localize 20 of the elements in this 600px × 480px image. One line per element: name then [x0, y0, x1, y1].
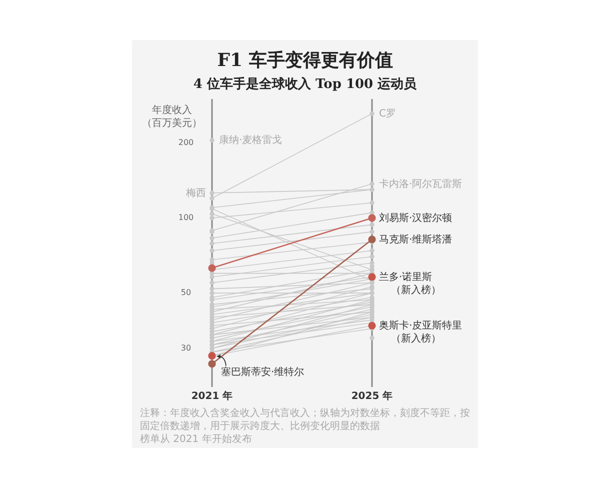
- series-label: 梅西: [185, 186, 206, 199]
- series-label: 马克斯·维斯塔潘: [379, 233, 452, 246]
- text: 榜单从 2021 年开始发布: [140, 433, 252, 445]
- y-axis-title: 年度收入（百万美元）: [142, 104, 202, 129]
- y-tick-label: 100: [178, 213, 194, 222]
- series-label: 塞巴斯蒂安·维特尔: [221, 366, 304, 378]
- series-label: 刘易斯·汉密尔顿: [379, 212, 452, 224]
- x-tick-label: 2025 年: [351, 390, 393, 402]
- chart-subtitle: 4 位车手是全球收入 Top 100 运动员: [193, 76, 418, 92]
- y-tick-label: 50: [180, 288, 192, 298]
- series-label: 兰多·诺里斯（新入榜）: [379, 270, 441, 296]
- series-label: 奥斯卡·皮亚斯特里（新入榜）: [379, 319, 462, 344]
- y-tick-label: 30: [180, 344, 192, 353]
- chart-title: F1 车手变得更有价值: [217, 50, 393, 71]
- series-label: 卡内洛·阿尔瓦雷斯: [379, 178, 462, 190]
- series-label: C罗: [379, 108, 396, 120]
- series-label: 康纳·麦格雷戈: [219, 134, 282, 146]
- y-tick-label: 200: [178, 138, 194, 148]
- text: 注释：年度收入含奖金收入与代言收入；纵轴为对数坐标，刻度不等距，按固定倍数递增，用于展示跨度大、比例变化明显的数据: [140, 407, 470, 432]
- x-tick-label: 2021 年: [191, 390, 233, 402]
